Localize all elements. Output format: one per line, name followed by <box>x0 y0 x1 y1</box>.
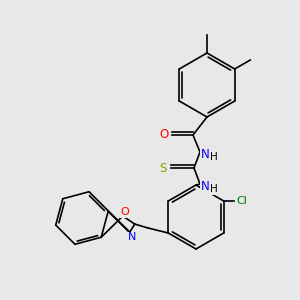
Text: H: H <box>210 152 218 162</box>
Text: O: O <box>159 128 169 142</box>
Text: N: N <box>201 148 209 161</box>
Text: S: S <box>159 161 167 175</box>
Text: N: N <box>201 181 209 194</box>
Text: Cl: Cl <box>236 196 247 206</box>
Text: N: N <box>128 232 136 242</box>
Text: H: H <box>210 184 218 194</box>
Text: O: O <box>120 207 129 217</box>
